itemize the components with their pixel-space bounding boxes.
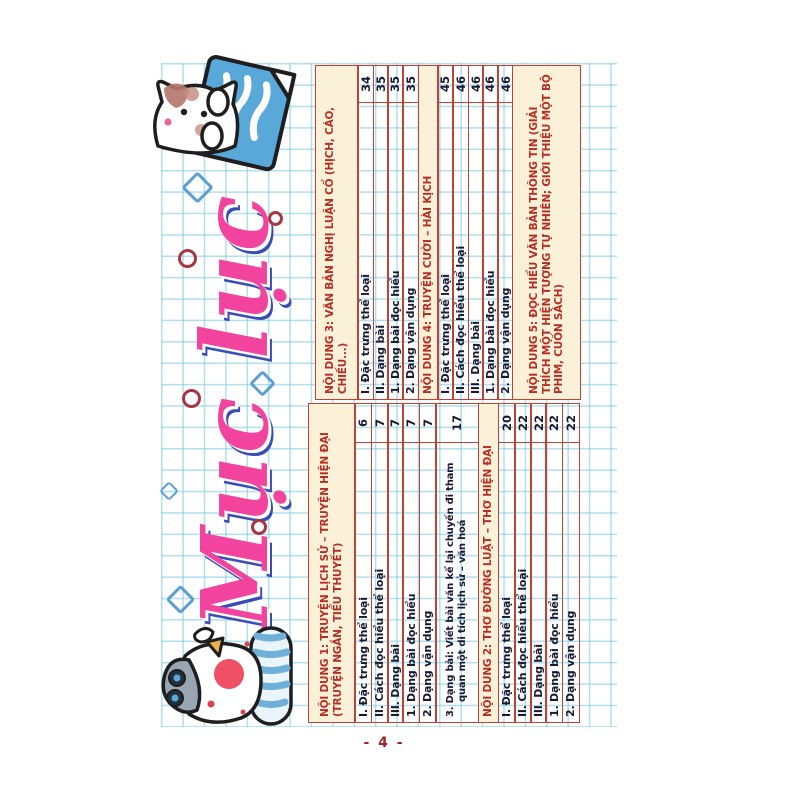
toc-section-header-row: NỘI DUNG 5: ĐỌC HIỂU VĂN BẢN THÔNG TIN (… <box>512 65 582 400</box>
toc-item-page-number: 7 <box>371 404 388 443</box>
toc-item-label: I. Đặc trưng thể loại <box>500 597 513 717</box>
toc-item-label: 3. Dạng bài: Viết bài văn kể lại chuyến … <box>444 462 469 717</box>
toc-item-page-number: 7 <box>387 404 403 443</box>
toc-item-page-number: 34 <box>358 66 374 103</box>
toc-item-label: 1. Dạng bài đọc hiểu <box>547 593 561 717</box>
toc-item-page-number: 17 <box>435 404 479 443</box>
toc-section-title: NỘI DUNG 1: TRUYỆN LỊCH SỬ – TRUYỆN HIỆN… <box>319 432 344 717</box>
toc-item-row: 3. Dạng bài: Viết bài văn kể lại chuyến … <box>434 403 480 723</box>
toc-item-label: I. Đặc trưng thể loại <box>438 274 452 394</box>
toc-section-title: NỘI DUNG 5: ĐỌC HIỂU VĂN BẢN THÔNG TIN (… <box>528 74 566 394</box>
toc-item-row: I. Đặc trưng thể loại 45 <box>436 65 454 400</box>
toc-item-label: III. Dạng bài <box>532 644 546 717</box>
toc-item-label: III. Dạng bài <box>469 321 482 394</box>
ring-doodle-icon <box>178 249 197 268</box>
toc-item-page-number: 46 <box>482 66 498 103</box>
toc-item-row: 1. Dạng bài đọc hiểu 22 <box>545 403 564 723</box>
toc-item-row: III. Dạng bài 7 <box>386 403 404 723</box>
toc-section-header-row: NỘI DUNG 2: THƠ ĐƯỜNG LUẬT – THƠ HIỆN ĐẠ… <box>478 403 500 723</box>
toc-item-row: 1. Dạng bài đọc hiểu 35 <box>386 65 404 400</box>
toc-item-label: 2. Dạng vận dụng <box>421 610 435 717</box>
toc-item-page-number: 22 <box>546 404 563 443</box>
toc-table-sections-1-2: NỘI DUNG 1: TRUYỆN LỊCH SỬ – TRUYỆN HIỆN… <box>308 403 600 723</box>
toc-section-header-row: NỘI DUNG 3: VĂN BẢN NGHỊ LUẬN CỔ (HỊCH, … <box>315 65 359 400</box>
toc-section-title: NỘI DUNG 2: THƠ ĐƯỜNG LUẬT – THƠ HIỆN ĐẠ… <box>482 445 495 717</box>
toc-item-row: 1. Dạng bài đọc hiểu 46 <box>481 65 499 400</box>
toc-item-label: 1. Dạng bài đọc hiểu <box>404 593 418 717</box>
toc-item-label: 2. Dạng vận dụng <box>564 610 578 717</box>
ring-doodle-icon <box>251 519 267 535</box>
toc-item-label: II. Cách đọc hiểu thể loại <box>454 245 468 394</box>
toc-item-row: 2. Dạng vận dụng 22 <box>561 403 580 723</box>
toc-item-row: II. Dạng bài 35 <box>372 65 389 400</box>
toc-item-row: III. Dạng bài 46 <box>467 65 484 400</box>
toc-item-page-number: 35 <box>403 66 419 103</box>
toc-item-label: II. Dạng bài <box>374 325 388 394</box>
ring-doodle-icon <box>268 211 283 226</box>
toc-item-row: II. Cách đọc hiểu thể loại 7 <box>370 403 389 723</box>
toc-item-page-number: 46 <box>468 66 483 103</box>
toc-item-label: 2. Dạng vận dụng <box>499 287 513 394</box>
bottom-cat-illustration <box>161 626 293 726</box>
toc-item-label: 1. Dạng bài đọc hiểu <box>483 270 497 394</box>
ring-doodle-icon <box>182 389 201 408</box>
toc-table-sections-3-4-5: NỘI DUNG 3: VĂN BẢN NGHỊ LUẬN CỔ (HỊCH, … <box>315 65 600 400</box>
toc-item-page-number: 7 <box>403 404 420 443</box>
toc-item-label: 1. Dạng bài đọc hiểu <box>388 270 402 394</box>
toc-item-page-number: 35 <box>373 66 388 103</box>
toc-item-page-number: 46 <box>498 66 514 103</box>
toc-item-page-number: 22 <box>562 404 579 443</box>
toc-item-label: II. Cách đọc hiểu thể loại <box>373 568 387 717</box>
toc-item-page-number: 35 <box>387 66 403 103</box>
toc-item-row: 1. Dạng bài đọc hiểu 7 <box>402 403 421 723</box>
toc-section-header-row: NỘI DUNG 1: TRUYỆN LỊCH SỬ – TRUYỆN HIỆN… <box>308 403 356 723</box>
toc-item-page-number: 22 <box>514 404 531 443</box>
top-cat-with-paper-illustration <box>153 55 297 172</box>
toc-section-title: NỘI DUNG 3: VĂN BẢN NGHỊ LUẬN CỔ (HỊCH, … <box>324 107 349 394</box>
toc-item-row: 2. Dạng vận dụng 7 <box>418 403 437 723</box>
toc-item-row: I. Đặc trưng thể loại 20 <box>497 403 516 723</box>
toc-item-page-number: 22 <box>531 404 547 443</box>
toc-item-label: 2. Dạng vận dụng <box>404 287 418 394</box>
toc-item-label: I. Đặc trưng thể loại <box>359 274 373 394</box>
page-number: - 4 - <box>363 735 405 751</box>
toc-item-page-number: 7 <box>419 404 436 443</box>
toc-section-title: NỘI DUNG 4: TRUYỆN CƯỜI – HÀI KỊCH <box>421 175 434 394</box>
toc-item-page-number: 6 <box>355 404 372 443</box>
toc-section-header-row: NỘI DUNG 4: TRUYỆN CƯỜI – HÀI KỊCH <box>417 65 439 400</box>
toc-item-row: I. Đặc trưng thể loại 6 <box>354 403 373 723</box>
toc-item-label: III. Dạng bài <box>388 644 402 717</box>
toc-item-row: I. Đặc trưng thể loại 34 <box>357 65 375 400</box>
toc-item-label: II. Cách đọc hiểu thể loại <box>516 568 530 717</box>
toc-item-page-number: 20 <box>498 404 515 443</box>
toc-item-row: II. Cách đọc hiểu thể loại 46 <box>452 65 470 400</box>
toc-item-row: 2. Dạng vận dụng 46 <box>497 65 515 400</box>
toc-item-page-number: 46 <box>453 66 469 103</box>
toc-item-label: I. Đặc trưng thể loại <box>356 597 370 717</box>
toc-item-row: II. Cách đọc hiểu thể loại 22 <box>513 403 532 723</box>
toc-item-page-number: 45 <box>437 66 453 103</box>
toc-item-row: III. Dạng bài 22 <box>530 403 548 723</box>
toc-item-row: 2. Dạng vận dụng 35 <box>402 65 420 400</box>
